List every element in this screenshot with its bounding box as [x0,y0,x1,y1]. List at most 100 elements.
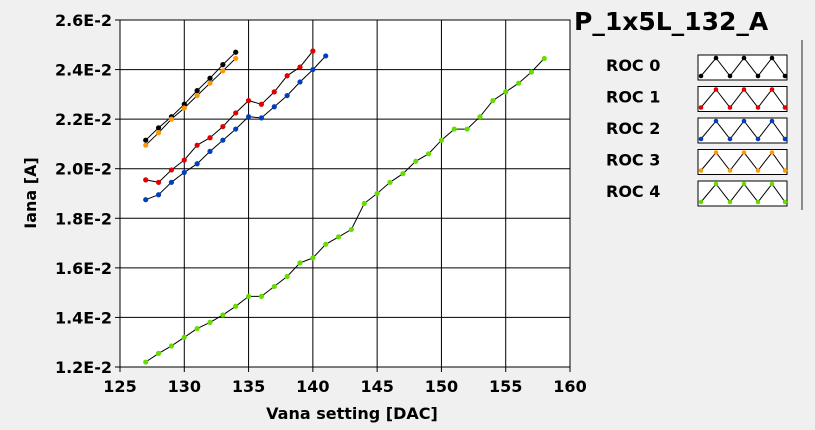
data-point [181,169,187,176]
legend-marker [769,150,775,155]
data-point [245,293,252,299]
data-point [374,190,380,197]
legend-marker [727,168,733,173]
y-tick-label: 1.4E-2 [55,308,112,327]
data-point [245,97,252,104]
legend-marker [741,87,747,92]
data-point [348,226,355,233]
data-point [207,319,213,325]
y-tick-label: 2.6E-2 [55,11,112,30]
legend-marker [698,168,704,173]
data-point [258,115,265,121]
data-point [425,151,432,157]
data-point [233,55,239,62]
data-point [503,89,509,95]
data-point [220,137,226,143]
data-point [181,105,187,111]
legend-item: ROC 1 [606,86,788,112]
data-point [438,137,445,143]
legend-item: ROC 3 [606,149,788,175]
data-point [284,273,290,280]
data-point [528,69,535,75]
legend-item: ROC 4 [606,180,788,207]
series-roc-4 [143,55,547,365]
legend-label: ROC 1 [606,88,660,107]
x-axis-ticks: 125 130 135 140 145 150 155 160 [103,367,587,396]
legend-marker [741,118,747,124]
x-tick-label: 160 [553,377,586,396]
legend-marker [741,181,747,187]
data-point [220,312,226,318]
data-point [271,104,277,110]
series-roc-3 [143,55,239,148]
data-point [181,334,187,340]
legend-marker [698,136,704,142]
data-point [297,260,303,266]
series-roc-1 [143,48,316,185]
series-line [145,51,237,141]
data-point [194,92,200,99]
data-point [194,142,200,148]
data-point [297,79,303,85]
data-point [323,53,329,59]
legend-label: ROC 3 [606,151,660,170]
data-point [143,137,149,143]
legend-marker [727,73,733,79]
y-tick-label: 1.2E-2 [55,358,112,377]
data-point [284,73,290,79]
legend-marker [769,181,775,187]
legend-marker [782,199,788,205]
legend-marker [698,199,704,205]
data-point [541,55,547,62]
x-tick-label: 135 [232,377,265,396]
data-point [155,179,162,185]
y-tick-label: 2.2E-2 [55,110,112,129]
series-roc-2 [143,53,329,203]
x-tick-label: 155 [489,377,522,396]
x-tick-label: 145 [360,377,393,396]
data-point [155,130,162,136]
data-point [335,234,342,240]
data-point [194,88,200,94]
legend-marker [698,105,704,110]
data-point [284,92,290,99]
data-point [207,148,213,154]
grid-lines [120,20,570,367]
data-point [310,66,316,73]
data-point [194,161,200,167]
y-tick-label: 2.4E-2 [55,61,112,80]
legend-marker [713,118,719,124]
data-point [181,101,187,107]
data-point [477,114,483,120]
legend-marker [755,136,761,142]
legend-marker [713,55,719,61]
data-point [194,325,200,332]
legend-label: ROC 0 [606,56,660,75]
legend-marker [755,105,761,110]
data-point [515,80,522,86]
data-point [310,255,316,261]
data-point [258,293,265,299]
data-point [258,101,265,107]
legend-marker [755,168,761,173]
y-axis-ticks: 1.2E-2 1.4E-2 1.6E-2 1.8E-2 2.0E-2 2.2E-2 2.4E… [55,11,120,377]
legend-item: ROC 0 [606,54,788,81]
y-tick-label: 1.6E-2 [55,259,112,278]
data-point [155,125,162,131]
legend-marker [727,105,733,110]
data-point [168,179,175,185]
data-point [233,110,239,116]
data-point [464,126,470,132]
data-point [387,179,393,185]
data-point [220,123,226,130]
data-point [181,157,187,163]
x-tick-label: 140 [296,377,329,396]
y-tick-label: 2.0E-2 [55,160,112,179]
data-point [361,200,367,207]
data-point [220,62,226,68]
data-point [143,177,149,183]
legend-marker [713,150,719,155]
data-point [143,142,149,148]
y-tick-label: 1.8E-2 [55,209,112,228]
legend-marker [755,199,761,205]
